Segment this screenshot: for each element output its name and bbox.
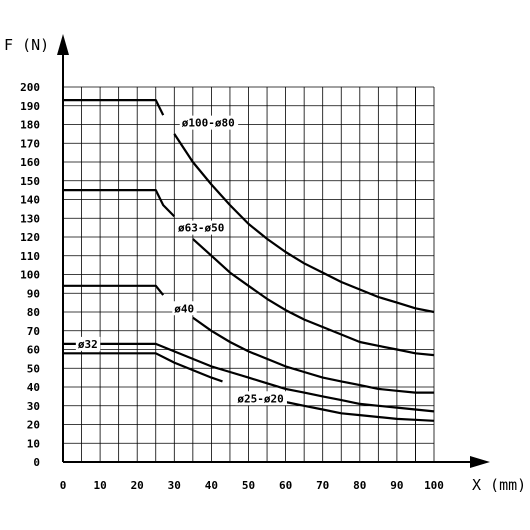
y-axis-label: F (N) — [4, 36, 49, 54]
y-tick-label: 170 — [20, 137, 40, 150]
y-tick-label: 100 — [20, 269, 40, 282]
y-tick-label: 50 — [27, 362, 40, 375]
curves — [63, 99, 435, 422]
y-tick-label: 20 — [27, 419, 40, 432]
curve-label-bg — [179, 115, 239, 130]
curve-label: ø25-ø20 — [237, 392, 283, 405]
series-line-2 — [63, 189, 176, 218]
x-tick-label: 20 — [131, 479, 144, 492]
x-axis-arrow — [470, 456, 490, 468]
series-line-5 — [63, 352, 223, 383]
x-tick-label: 30 — [168, 479, 181, 492]
x-tick-label: 90 — [390, 479, 403, 492]
curve-label-bg — [172, 301, 197, 316]
y-tick-label: 40 — [27, 381, 40, 394]
y-tick-label: 200 — [20, 81, 40, 94]
y-tick-label: 30 — [27, 400, 40, 413]
curve-label: ø40 — [174, 302, 194, 315]
y-tick-label: 130 — [20, 212, 40, 225]
curve-label-bg — [176, 220, 228, 235]
y-tick-labels: 0 10 20 30 40 50 60 70 80 90 100 110 120 130 140 150 160… — [20, 81, 40, 469]
y-tick-label: 80 — [27, 306, 40, 319]
y-tick-label: 180 — [20, 119, 40, 132]
curve-label: ø63-ø50 — [178, 222, 224, 235]
y-tick-label: 120 — [20, 231, 40, 244]
y-tick-label: 190 — [20, 100, 40, 113]
y-tick-label: 140 — [20, 194, 40, 207]
x-tick-label: 50 — [242, 479, 255, 492]
x-tick-label: 10 — [93, 479, 106, 492]
x-axis-label: X (mm) — [472, 476, 526, 494]
series-line-4 — [63, 342, 435, 413]
axes — [57, 34, 490, 468]
y-tick-label: 160 — [20, 156, 40, 169]
x-tick-label: 60 — [279, 479, 292, 492]
y-tick-label: 150 — [20, 175, 40, 188]
y-tick-label: 60 — [27, 344, 40, 357]
series-line-3 — [192, 316, 434, 394]
series-line-3 — [63, 284, 165, 296]
y-tick-label: 110 — [20, 250, 40, 263]
curve-label-bg — [235, 391, 287, 406]
y-tick-label: 10 — [27, 437, 40, 450]
curve-label: ø32 — [78, 338, 98, 351]
curve-labels: ø100-ø80 ø63-ø50 ø40 ø32 ø25-ø20 — [75, 115, 287, 406]
y-tick-label: 0 — [33, 456, 40, 469]
curve-label-bg — [75, 336, 101, 351]
series-line-2 — [192, 238, 435, 357]
y-tick-label: 90 — [27, 287, 40, 300]
x-tick-label: 0 — [60, 479, 67, 492]
x-tick-label: 70 — [316, 479, 329, 492]
x-tick-label: 80 — [353, 479, 366, 492]
curve-label: ø100-ø80 — [182, 117, 235, 130]
y-axis-arrow — [57, 34, 69, 55]
x-tick-label: 100 — [424, 479, 444, 492]
x-tick-labels: 0 10 20 30 40 50 60 70 80 90 100 — [60, 479, 444, 492]
y-tick-label: 70 — [27, 325, 40, 338]
series-line-6 — [274, 397, 435, 422]
series-line-1 — [63, 99, 165, 116]
series-line-1 — [173, 133, 435, 314]
x-tick-label: 40 — [205, 479, 218, 492]
